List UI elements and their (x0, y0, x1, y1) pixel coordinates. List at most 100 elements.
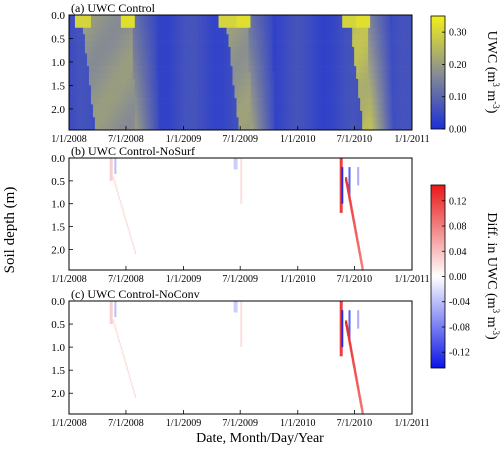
heatmap-cell (170, 21, 173, 29)
heatmap-cell (404, 98, 407, 105)
heatmap-cell (264, 53, 267, 61)
heatmap-cell (382, 27, 385, 35)
heatmap-cell (344, 72, 347, 80)
heatmap-cell (254, 104, 257, 112)
heatmap-cell (138, 123, 142, 131)
heatmap-cell (256, 66, 259, 73)
heatmap-cell (294, 21, 297, 29)
heatmap-cell (198, 78, 201, 86)
heatmap-cell (306, 27, 309, 35)
heatmap-cell (304, 34, 307, 41)
heatmap-cell (378, 59, 381, 67)
heatmap-cell (292, 110, 295, 118)
heatmap-cell (328, 91, 331, 99)
heatmap-cell (152, 110, 156, 118)
heatmap-cell (222, 34, 225, 41)
heatmap-cell (396, 15, 399, 22)
heatmap-cell (304, 40, 307, 48)
heatmap-cell (400, 34, 403, 41)
heatmap-cell (148, 27, 152, 35)
heatmap-cell (346, 123, 349, 131)
heatmap-cell (304, 98, 307, 105)
heatmap-cell (108, 66, 112, 73)
heatmap-cell (124, 110, 128, 118)
heatmap-cell (280, 40, 283, 48)
heatmap-cell (284, 85, 287, 92)
heatmap-cell (266, 117, 269, 124)
heatmap-cell (248, 21, 251, 29)
heatmap-cell (338, 91, 341, 99)
heatmap-cell (344, 21, 347, 29)
plume-cell (353, 220, 356, 225)
heatmap-cell (396, 104, 399, 112)
heatmap-cell (138, 21, 142, 29)
heatmap-cell (352, 91, 355, 99)
heatmap-cell (188, 117, 191, 124)
heatmap-cell (74, 78, 78, 86)
heatmap-cell (398, 117, 401, 124)
heatmap-cell (402, 15, 405, 22)
heatmap-cell (290, 72, 293, 80)
heatmap-cell (312, 59, 315, 67)
heatmap-cell (354, 34, 357, 41)
heatmap-cell (92, 40, 96, 48)
heatmap-cell (398, 40, 401, 48)
heatmap-cell (256, 53, 259, 61)
heatmap-cell (210, 66, 213, 73)
heatmap-cell (356, 123, 359, 131)
heatmap-cell (400, 46, 403, 54)
heatmap-cell (142, 15, 146, 22)
heatmap-cell (294, 85, 297, 92)
heatmap-cell (248, 117, 251, 124)
heatmap-cell (110, 66, 114, 73)
heatmap-cell (396, 98, 399, 105)
heatmap-cell (410, 34, 413, 41)
heatmap-cell (130, 110, 134, 118)
heatmap-cell (268, 53, 271, 61)
heatmap-cell (86, 91, 90, 99)
heatmap-cell (122, 15, 126, 22)
heatmap-cell (116, 66, 120, 73)
heatmap-cell (252, 21, 255, 29)
heatmap-cell (390, 117, 393, 124)
heatmap-cell (336, 98, 339, 105)
heatmap-cell (106, 53, 110, 61)
heatmap-cell (406, 98, 409, 105)
heatmap-cell (404, 91, 407, 99)
heatmap-cell (260, 21, 263, 29)
x-tick-label: 1/1/2011 (394, 418, 429, 429)
heatmap-cell (294, 53, 297, 61)
heatmap-cell (172, 104, 175, 112)
heatmap-cell (228, 66, 231, 73)
heatmap-cell (204, 27, 207, 35)
heatmap-cell (138, 110, 142, 118)
plume-cell (351, 357, 354, 362)
heatmap-cell (318, 34, 321, 41)
plume-cell (116, 187, 118, 192)
heatmap-cell (330, 46, 333, 54)
plume-cell (127, 226, 130, 231)
heatmap-cell (172, 40, 175, 48)
heatmap-cell (372, 53, 375, 61)
heatmap-cell (112, 72, 116, 80)
y-tick-label: 0.5 (51, 176, 65, 188)
heatmap-cell (410, 78, 413, 86)
heatmap-cell (210, 27, 213, 35)
heatmap-cell (260, 34, 263, 41)
heatmap-cell (370, 98, 373, 105)
heatmap-cell (76, 98, 80, 105)
heatmap-cell (178, 27, 181, 35)
heatmap-cell (176, 91, 179, 99)
heatmap-cell (248, 104, 251, 112)
heatmap-cell (348, 72, 351, 80)
heatmap-cell (164, 46, 168, 54)
heatmap-cell (290, 59, 293, 67)
panel-b-title: (b) UWC Control-NoSurf (71, 144, 195, 158)
heatmap-cell (292, 21, 295, 29)
heatmap-cell (310, 110, 313, 118)
heatmap-cell (94, 72, 98, 80)
heatmap-cell (392, 110, 395, 118)
heatmap-cell (116, 123, 120, 131)
heatmap-cell (96, 15, 100, 22)
heatmap-cell (214, 72, 217, 80)
